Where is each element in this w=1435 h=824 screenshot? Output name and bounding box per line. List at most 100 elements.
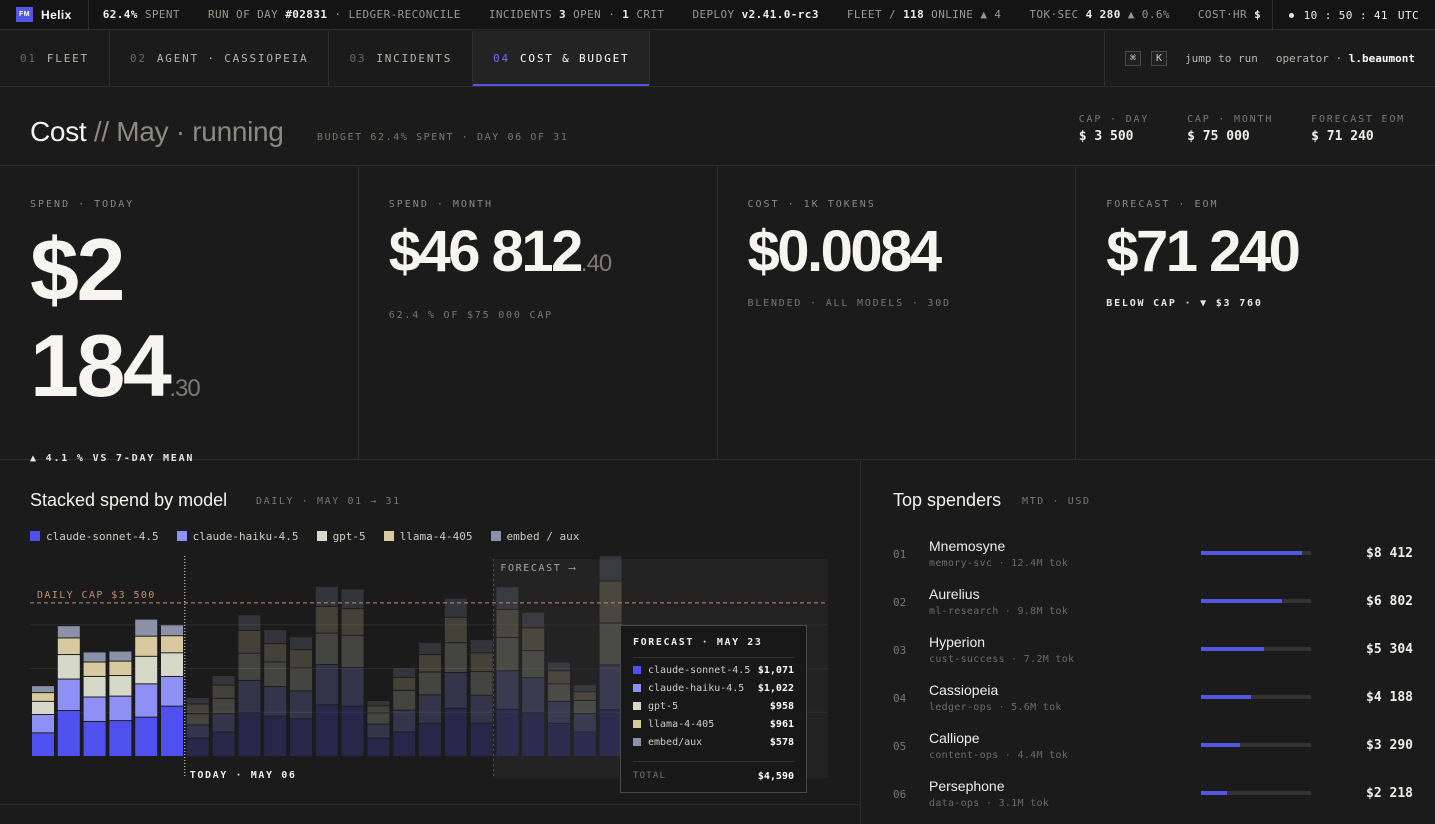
spender-name: Persephone — [929, 778, 1005, 794]
bar-segment — [264, 716, 287, 756]
tab-cost-budget[interactable]: 04 COST & BUDGET — [473, 31, 651, 86]
bar-segment — [496, 587, 519, 609]
bar-segment — [470, 723, 493, 756]
cap-month: CAP · MONTH $ 75 000 — [1187, 114, 1274, 144]
jump-to-run-link[interactable]: jump to run — [1185, 52, 1258, 65]
bar-segment — [212, 732, 235, 756]
bar-segment — [32, 715, 54, 733]
tab-label: AGENT · CASSIOPEIA — [156, 52, 309, 65]
spender-amount: $2 218 — [1366, 786, 1413, 801]
legend-item[interactable]: gpt-5 — [316, 530, 366, 543]
bar-segment — [548, 701, 570, 723]
bar-segment — [315, 665, 338, 705]
legend-swatch — [490, 531, 501, 541]
kpi-cost-1k-tokens: COST · 1K TOKENS $0.0084 BLENDED · ALL M… — [718, 167, 1077, 459]
legend-item[interactable]: claude-sonnet-4.5 — [30, 530, 159, 543]
spender-share-bar — [1201, 599, 1311, 603]
bar-segment — [599, 581, 622, 623]
bar-segment — [548, 662, 570, 671]
spenders-title: Top spenders — [893, 490, 1002, 510]
clock: 10 : 50 : 41 UTC — [1271, 0, 1435, 29]
bar-segment — [161, 636, 183, 653]
spender-row[interactable]: 04 Cassiopeia ledger-ops · 5.6M tok $4 188 — [893, 674, 1413, 722]
spender-row[interactable]: 01 Mnemosyne memory-svc · 12.4M tok $8 412 — [893, 530, 1413, 578]
chart-subtitle: DAILY · MAY 01 → 31 — [256, 496, 401, 507]
tab-label: FLEET — [46, 52, 89, 65]
ticker-run[interactable]: RUN OF DAY #02831 · LEDGER-RECONCILE — [207, 8, 461, 21]
bar-segment — [444, 617, 467, 643]
spender-row[interactable]: 05 Calliope content-ops · 4.4M tok $3 290 — [893, 722, 1413, 770]
legend-item[interactable]: embed / aux — [490, 530, 579, 543]
spender-row[interactable]: 02 Aurelius ml-research · 9.8M tok $6 802 — [893, 578, 1413, 626]
bar-segment — [444, 598, 467, 617]
bar-segment — [470, 672, 493, 695]
spender-share-bar — [1201, 791, 1311, 795]
bar-segment — [522, 713, 545, 756]
kpi-label: SPEND · TODAY — [30, 199, 135, 210]
bar-segment — [57, 679, 80, 711]
spender-row[interactable]: 03 Hyperion cust-success · 7.2M tok $5 304 — [893, 626, 1413, 674]
spender-rank: 06 — [893, 788, 907, 801]
status-ticker: FM Helix 62.4% SPENT RUN OF DAY #02831 ·… — [0, 0, 1435, 30]
bar-segment — [109, 676, 132, 696]
bar-segment — [290, 637, 312, 650]
bar-segment — [341, 635, 364, 668]
spender-name: Aurelius — [929, 586, 980, 602]
spender-amount: $3 290 — [1366, 738, 1413, 753]
bar-segment — [238, 631, 261, 653]
bar-segment — [496, 709, 519, 756]
bar-segment — [393, 690, 416, 710]
bar-segment — [419, 723, 441, 756]
k-key-icon[interactable]: K — [1151, 51, 1168, 66]
bar-segment — [341, 589, 364, 609]
tab-fleet[interactable]: 01 FLEET — [0, 31, 110, 86]
bar-segment — [57, 626, 80, 638]
spender-meta: memory-svc · 12.4M tok — [929, 558, 1069, 569]
bar-segment — [109, 696, 132, 721]
tab-incidents[interactable]: 03 INCIDENTS — [329, 31, 474, 86]
bar-segment — [367, 724, 390, 738]
page-subtitle: BUDGET 62.4% SPENT · DAY 06 OF 31 — [317, 132, 569, 143]
bar-segment — [83, 722, 106, 756]
command-key-icon[interactable]: ⌘ — [1124, 51, 1142, 66]
bar-segment — [290, 650, 312, 668]
legend-swatch — [176, 531, 187, 541]
bar-segment — [419, 655, 441, 672]
brand[interactable]: FM Helix — [0, 0, 89, 29]
bar-segment — [57, 711, 80, 756]
bar-segment — [212, 714, 235, 732]
bar-segment — [522, 678, 545, 713]
spender-row[interactable]: 06 Persephone data-ops · 3.1M tok $2 218 — [893, 770, 1413, 818]
tab-agent-cassiopeia[interactable]: 02 AGENT · CASSIOPEIA — [110, 31, 330, 86]
bar-segment — [32, 733, 54, 756]
cap-summary: CAP · DAY $ 3 500 CAP · MONTH $ 75 000 FOR… — [1079, 114, 1405, 144]
ticker-incidents[interactable]: INCIDENTS 3 OPEN · 1 CRIT — [488, 8, 665, 21]
bar-segment — [419, 695, 441, 723]
main-tabs: 01 FLEET 02 AGENT · CASSIOPEIA 03 INCIDENTS… — [0, 31, 1435, 87]
spender-share-bar — [1201, 551, 1311, 555]
bar-segment — [83, 662, 106, 676]
bar-segment — [186, 697, 209, 704]
bar-segment — [367, 706, 390, 713]
bar-segment — [496, 638, 519, 671]
kpi-value: $46 812.40 — [388, 219, 613, 284]
bar-segment — [264, 687, 287, 716]
bar-segment — [444, 708, 467, 756]
bar-segment — [109, 661, 132, 676]
operator[interactable]: operator · l.beaumont — [1275, 52, 1415, 65]
legend-item[interactable]: llama-4-405 — [383, 530, 473, 543]
spender-amount: $6 802 — [1366, 594, 1413, 609]
stacked-spend-panel: Stacked spend by model DAILY · MAY 01 → … — [0, 461, 861, 824]
bar-segment — [599, 556, 622, 581]
bar-segment — [135, 717, 158, 756]
spender-name: Calliope — [929, 730, 980, 746]
tooltip-row: claude-haiku-4.5 $1,022 — [633, 682, 794, 694]
spender-meta: content-ops · 4.4M tok — [929, 750, 1069, 761]
tooltip-total: TOTAL $4,590 — [633, 761, 794, 782]
bar-segment — [290, 691, 312, 719]
live-dot-icon — [1288, 12, 1294, 18]
legend-item[interactable]: claude-haiku-4.5 — [176, 530, 299, 543]
bar-segment — [264, 662, 287, 686]
bar-segment — [599, 665, 622, 710]
spender-amount: $5 304 — [1366, 642, 1413, 657]
